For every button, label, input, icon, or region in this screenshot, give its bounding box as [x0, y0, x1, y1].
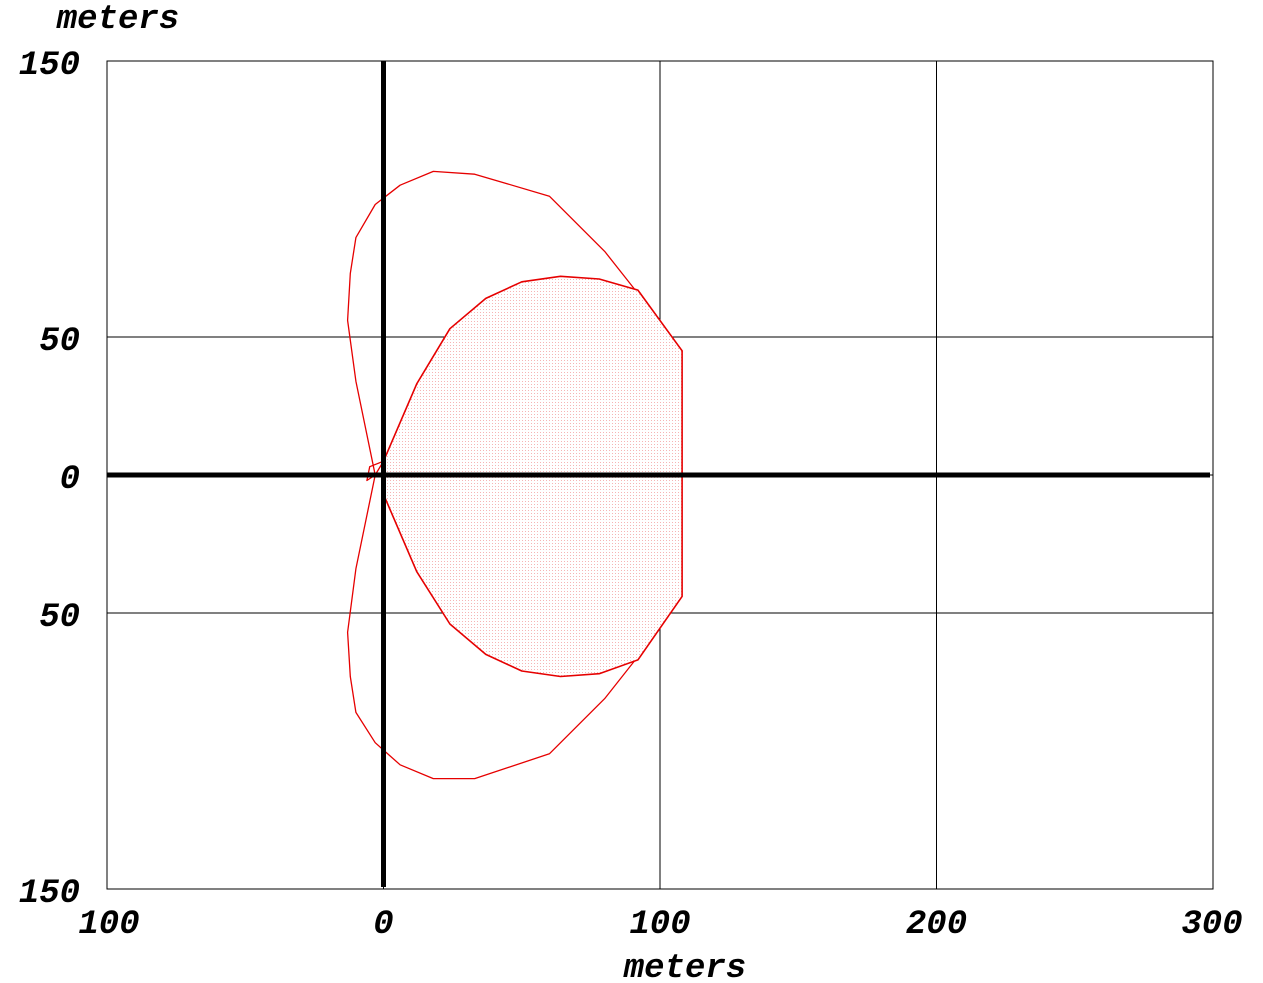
outline-curve [346, 170, 683, 780]
y-tick-label: 150 [19, 875, 80, 913]
y-axis-label: meters [56, 1, 179, 39]
axis-lines [107, 61, 1210, 887]
y-tick-label: 50 [39, 599, 80, 637]
x-axis-label: meters [623, 950, 746, 983]
y-tick-label: 0 [60, 461, 80, 499]
x-tick-label: 300 [1181, 906, 1242, 944]
y-tick-label: 50 [39, 323, 80, 361]
x-tick-label: 100 [629, 906, 690, 944]
x-tick-label: 100 [78, 906, 139, 944]
x-tick-label: 200 [906, 906, 967, 944]
y-tick-label: 150 [19, 47, 80, 85]
x-tick-label: 0 [373, 906, 393, 944]
